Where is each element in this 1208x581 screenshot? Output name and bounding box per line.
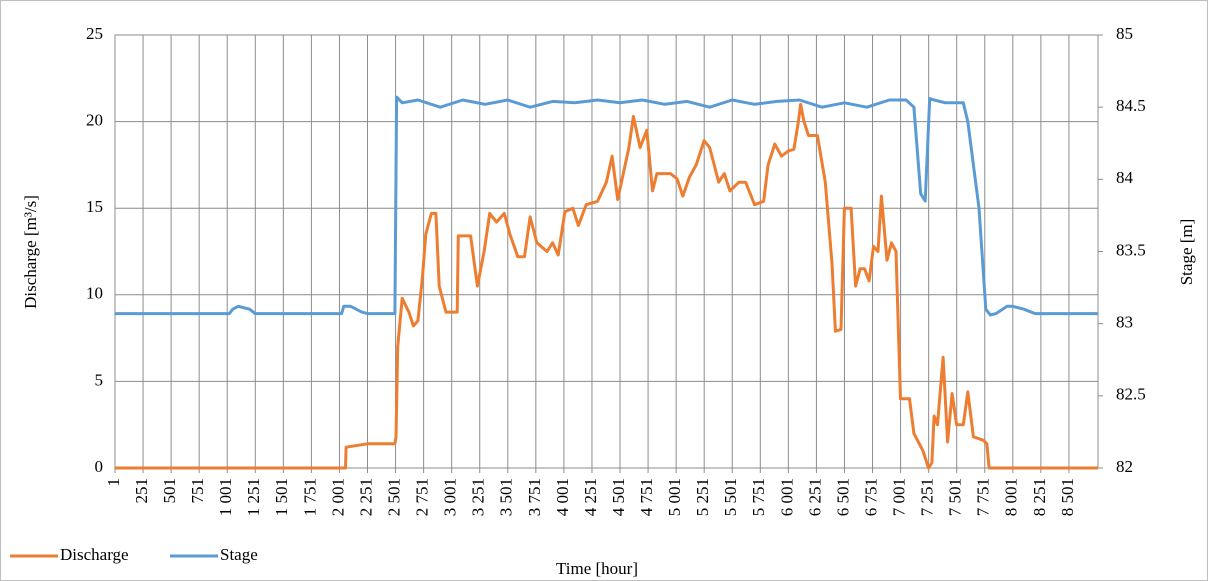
legend-label: Discharge: [60, 545, 129, 564]
y2-tick-label: 82: [1116, 457, 1133, 476]
x-tick-label: 1 501: [272, 478, 291, 516]
x-tick-label: 7 001: [889, 478, 908, 516]
y2-tick-label: 84.5: [1116, 96, 1146, 115]
x-tick-label: 7 501: [946, 478, 965, 516]
y-axis-title: Discharge [m³/s]: [21, 195, 40, 309]
x-tick-label: 8 251: [1030, 478, 1049, 516]
y-tick-label: 0: [95, 457, 104, 476]
x-tick-label: 2 501: [384, 478, 403, 516]
x-tick-label: 6 501: [833, 478, 852, 516]
x-tick-label: 751: [188, 478, 207, 504]
y2-tick-label: 85: [1116, 24, 1133, 43]
x-tick-label: 5 501: [721, 478, 740, 516]
x-tick-label: 3 001: [441, 478, 460, 516]
x-tick-label: 5 251: [693, 478, 712, 516]
x-tick-label: 3 751: [525, 478, 544, 516]
y-tick-label: 25: [86, 24, 103, 43]
x-tick-label: 1 751: [300, 478, 319, 516]
x-tick-label: 7 751: [974, 478, 993, 516]
y2-axis-title: Stage [m]: [1177, 219, 1196, 286]
x-tick-label: 3 501: [497, 478, 516, 516]
y-tick-label: 15: [86, 197, 103, 216]
x-tick-label: 2 001: [328, 478, 347, 516]
x-tick-label: 6 001: [777, 478, 796, 516]
data-line: [115, 95, 1098, 317]
x-tick-label: 6 251: [805, 478, 824, 516]
data-line: [115, 102, 1098, 470]
y-tick-label: 5: [95, 370, 104, 389]
x-tick-label: 501: [160, 478, 179, 504]
legend-label: Stage: [220, 545, 258, 564]
x-tick-label: 4 501: [609, 478, 628, 516]
x-tick-label: 1 251: [244, 478, 263, 516]
y2-tick-label: 84: [1116, 168, 1134, 187]
x-tick-label: 8 001: [1002, 478, 1021, 516]
y-tick-label: 10: [86, 284, 103, 303]
x-tick-label: 1: [104, 478, 123, 487]
x-tick-label: 1 001: [216, 478, 235, 516]
x-tick-label: 6 751: [861, 478, 880, 516]
y2-tick-label: 83.5: [1116, 240, 1146, 259]
x-tick-label: 5 001: [665, 478, 684, 516]
x-tick-label: 3 251: [469, 478, 488, 516]
x-tick-label: 2 751: [413, 478, 432, 516]
x-tick-label: 4 751: [637, 478, 656, 516]
x-tick-label: 4 251: [581, 478, 600, 516]
y2-tick-label: 82.5: [1116, 385, 1146, 404]
x-tick-label: 8 501: [1058, 478, 1077, 516]
x-tick-label: 5 751: [749, 478, 768, 516]
x-tick-label: 251: [132, 478, 151, 504]
plot-border: [114, 34, 1099, 469]
x-axis-title: Time [hour]: [556, 559, 638, 578]
x-tick-label: 7 251: [918, 478, 937, 516]
y2-tick-label: 83: [1116, 313, 1133, 332]
x-tick-label: 2 251: [356, 478, 375, 516]
x-tick-label: 4 001: [553, 478, 572, 516]
y-tick-label: 20: [86, 111, 103, 130]
